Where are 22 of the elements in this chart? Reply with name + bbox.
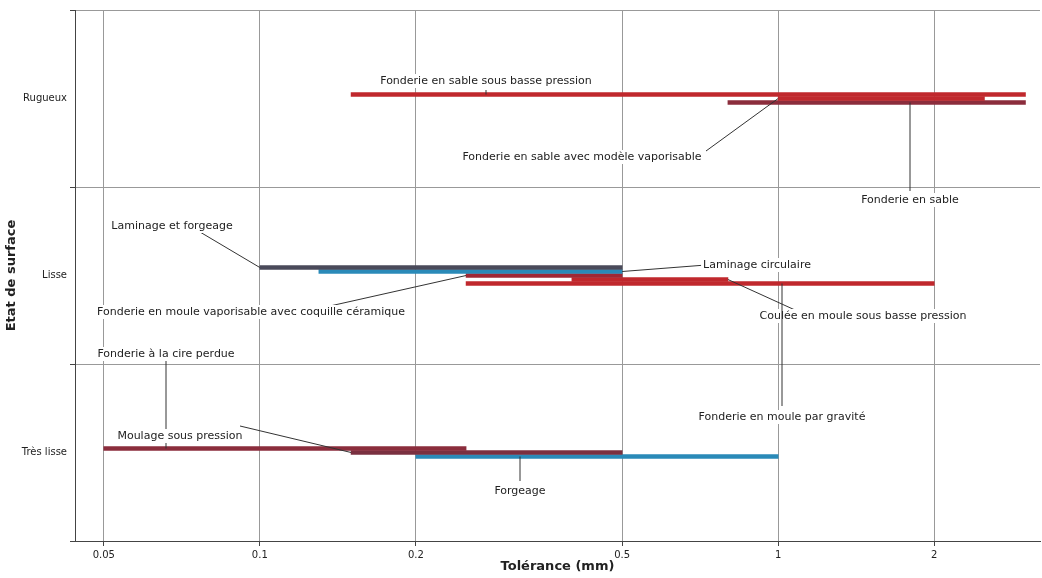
x-tick-label: 0.1: [251, 548, 268, 560]
y-tick-label: Rugueux: [23, 92, 68, 104]
text: Fonderie en moule vaporisable avec coquille céramique: [97, 304, 406, 318]
text: Moulage sous pression: [117, 428, 243, 442]
text: Coulée en moule sous basse pression: [759, 308, 967, 322]
text: Fonderie en moule par gravité: [698, 409, 866, 423]
y-tick-label: Lisse: [42, 269, 67, 281]
x-axis-title: Tolérance (mm): [500, 557, 615, 573]
text: Laminage circulaire: [703, 257, 812, 271]
series-label: Fonderie en sable sous basse pression: [380, 73, 592, 87]
x-tick-label: 0.05: [92, 548, 115, 560]
x-tick-label: 2: [931, 548, 938, 560]
text: Fonderie en sable: [861, 192, 960, 206]
text: Fonderie en sable avec modèle vaporisable: [462, 149, 702, 163]
y-axis-title: Etat de surface: [3, 219, 19, 332]
x-tick-label: 1: [774, 548, 782, 560]
x-tick-label: 0.2: [407, 548, 424, 560]
y-tick-label: Très lisse: [20, 446, 67, 458]
text: Forgeage: [494, 483, 546, 497]
text: Fonderie à la cire perdue: [97, 346, 235, 360]
text: Laminage et forgeage: [111, 218, 233, 232]
x-tick-label: 0.5: [614, 548, 631, 560]
